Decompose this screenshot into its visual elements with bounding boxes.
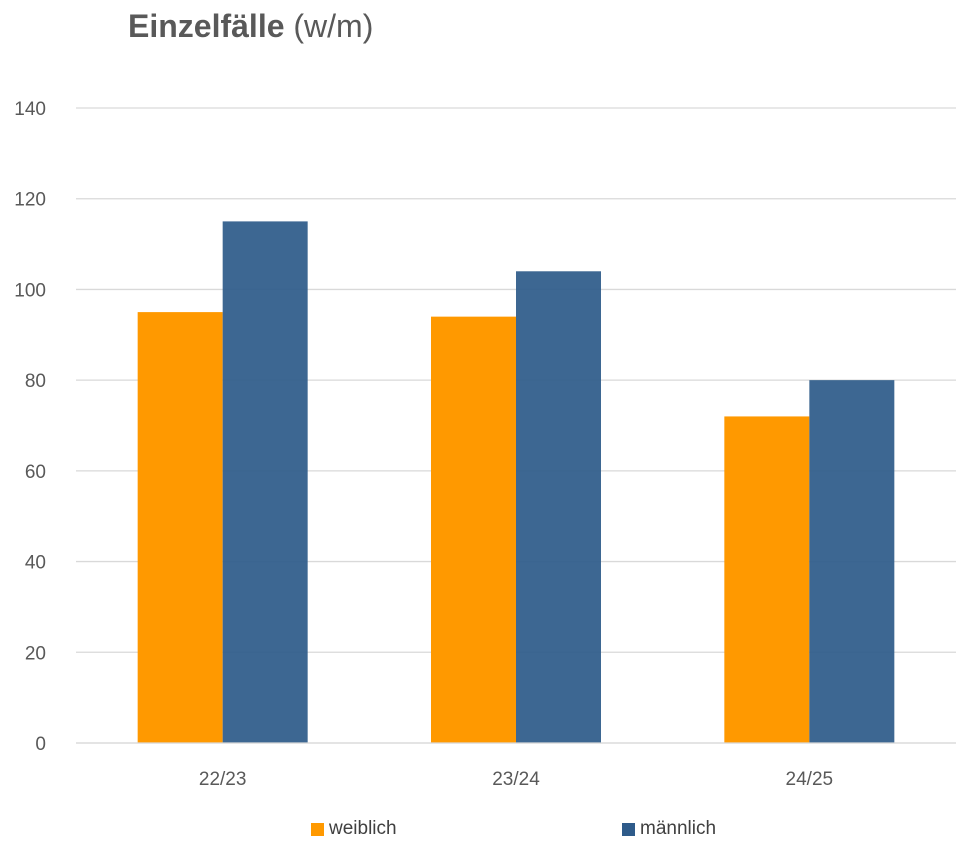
chart-title-normal: (w/m) bbox=[293, 8, 374, 44]
chart-title: Einzelfälle (w/m) bbox=[128, 8, 373, 45]
legend-swatch-weiblich bbox=[311, 822, 324, 836]
x-tick-label: 22/23 bbox=[199, 769, 247, 790]
legend-item-maennlich: männlich bbox=[622, 818, 716, 840]
chart-title-bold: Einzelfälle bbox=[128, 8, 285, 44]
x-tick-label: 24/25 bbox=[786, 769, 834, 790]
bar-weiblich-24-25 bbox=[724, 416, 810, 743]
y-tick-label: 60 bbox=[25, 462, 46, 483]
y-tick-label: 80 bbox=[25, 371, 46, 392]
bars bbox=[137, 221, 895, 744]
legend-label-maennlich: männlich bbox=[640, 818, 717, 839]
legend-item-weiblich: weiblich bbox=[311, 818, 397, 840]
bar-mnnlich-24-25 bbox=[809, 380, 895, 743]
y-tick-label: 40 bbox=[25, 553, 46, 574]
y-tick-label: 140 bbox=[14, 99, 46, 120]
bar-weiblich-23-24 bbox=[431, 316, 516, 743]
y-tick-label: 20 bbox=[25, 643, 46, 664]
y-tick-label: 0 bbox=[35, 734, 46, 755]
y-tick-label: 100 bbox=[14, 280, 46, 301]
legend-label-weiblich: weiblich bbox=[329, 818, 397, 839]
y-tick-label: 120 bbox=[14, 190, 46, 211]
y-axis-ticks: 0 20 40 60 80 100 120 140 bbox=[14, 99, 46, 755]
bar-mnnlich-23-24 bbox=[516, 271, 601, 743]
legend-swatch-maennlich bbox=[622, 822, 635, 836]
x-axis-ticks: 22/23 23/24 24/25 bbox=[76, 742, 956, 790]
bar-weiblich-22-23 bbox=[137, 312, 223, 743]
x-tick-label: 23/24 bbox=[492, 769, 540, 790]
bar-mnnlich-22-23 bbox=[222, 221, 308, 744]
